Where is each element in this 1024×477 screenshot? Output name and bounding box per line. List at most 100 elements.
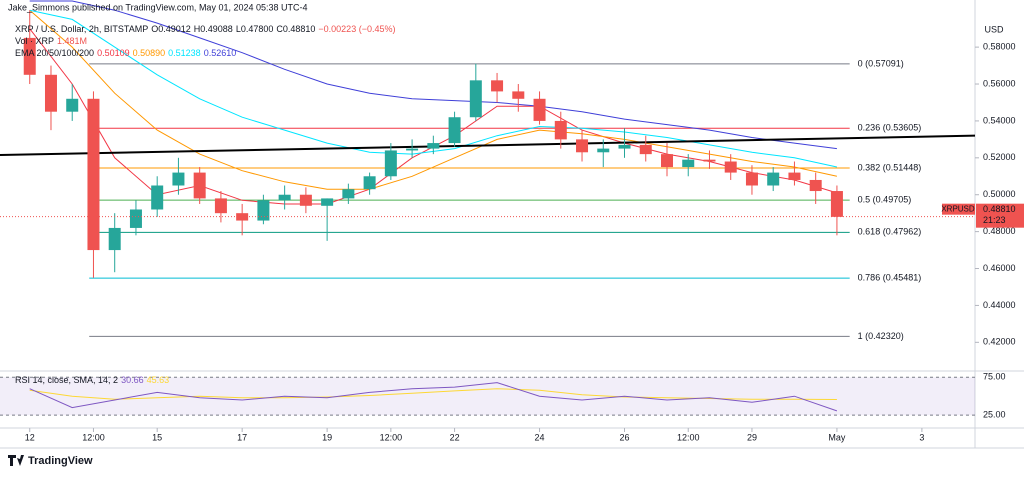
candle-body	[682, 159, 695, 168]
candle-body	[299, 194, 312, 206]
candle-body	[533, 98, 546, 121]
footer-logo: TradingView	[8, 455, 93, 467]
y-tick-label: 0.54000	[983, 115, 1016, 125]
y-tick-label: 0.44000	[983, 300, 1016, 310]
candle-body	[491, 80, 504, 92]
candle-body	[384, 150, 397, 177]
candle-body	[406, 148, 419, 151]
legend-line: EMA 20/50/100/200 0.50109 0.50890 0.51238 0.…	[15, 48, 236, 58]
candle-body	[618, 144, 631, 149]
rsi-line	[29, 382, 838, 412]
ohlc-value: L0.47800	[236, 24, 274, 34]
candle-body	[342, 189, 355, 199]
ohlc-value: −0.00223 (−0.45%)	[318, 24, 395, 34]
candle-body	[788, 172, 801, 180]
candle-body	[129, 209, 142, 228]
candle-body	[745, 172, 758, 186]
y-tick-label: 0.42000	[983, 337, 1016, 347]
candle-body	[108, 227, 121, 251]
rsi-label: RSI 14, close, SMA, 14, 2	[15, 375, 118, 385]
fib-label: 0.382 (0.51448)	[858, 162, 922, 172]
candle-body	[660, 154, 673, 168]
candle-body	[448, 117, 461, 144]
x-tick-label: 17	[237, 432, 247, 442]
y-tick-label: 0.56000	[983, 78, 1016, 88]
x-tick-label: 24	[535, 432, 545, 442]
price-tag	[976, 203, 1024, 228]
fib-label: 0.618 (0.47962)	[858, 227, 922, 237]
candle-body	[703, 159, 716, 162]
candle-body	[427, 143, 440, 149]
ema-value: 0.51238	[168, 48, 201, 58]
fib-label: 0 (0.57091)	[858, 58, 904, 68]
candle-body	[87, 98, 100, 251]
candle-body	[469, 80, 482, 118]
y-tick-label: 0.46000	[983, 263, 1016, 273]
volume-label: Vol · XRP	[15, 36, 54, 46]
y-tick-label: 0.50000	[983, 189, 1016, 199]
x-tick-label: 26	[620, 432, 630, 442]
candle-body	[512, 91, 525, 99]
fib-label: 0.5 (0.49705)	[858, 195, 912, 205]
rsi-sma-value: 45.63	[147, 375, 170, 385]
y-tick-label: 0.58000	[983, 42, 1016, 52]
x-tick-label: 22	[450, 432, 460, 442]
candle-body	[257, 200, 270, 221]
candle-body	[576, 139, 589, 153]
candle-body	[278, 194, 291, 201]
candle-body	[363, 176, 376, 190]
candle-body	[214, 198, 227, 214]
candle-body	[724, 161, 737, 173]
price-tag-text: 0.48810	[983, 204, 1016, 214]
legend-line: XRP / U.S. Dollar, 2h, BITSTAMP O0.49012 H…	[15, 24, 395, 34]
x-tick-label: 12:00	[82, 432, 105, 442]
candle-body	[193, 172, 206, 199]
candle-body	[66, 98, 79, 112]
x-tick-label: 12	[25, 432, 35, 442]
fib-label: 1 (0.42320)	[858, 331, 904, 341]
candle-body	[554, 120, 567, 140]
fib-label: 0.786 (0.45481)	[858, 272, 922, 282]
candle-body	[597, 148, 610, 153]
x-tick-label: 12:00	[380, 432, 403, 442]
volume-value: 1.481M	[57, 36, 87, 46]
ema-value: 0.50890	[133, 48, 166, 58]
ema-value: 0.50109	[97, 48, 130, 58]
x-tick-label: May	[828, 432, 846, 442]
currency: USD	[984, 24, 1004, 34]
ema-line	[29, 9, 838, 190]
symbol: XRP / U.S. Dollar, 2h, BITSTAMP	[15, 24, 148, 34]
ema-label: EMA 20/50/100/200	[15, 48, 94, 58]
candle-body	[639, 144, 652, 155]
x-tick-label: 3	[919, 432, 924, 442]
symbol-tag-text: XRPUSD	[941, 204, 975, 213]
brand: TradingView	[28, 455, 93, 467]
ohlc-value: C0.48810	[276, 24, 315, 34]
x-tick-label: 12:00	[677, 432, 700, 442]
ohlc-value: H0.49088	[194, 24, 233, 34]
ohlc-value: O0.49012	[151, 24, 191, 34]
symbol-tag	[942, 203, 975, 215]
ema-value: 0.52610	[204, 48, 237, 58]
y-tick-label: 0.48000	[983, 226, 1016, 236]
candle-body	[151, 185, 164, 210]
candle-body	[236, 213, 249, 221]
trendline	[0, 134, 976, 157]
candle-body	[321, 198, 334, 206]
x-tick-label: 19	[322, 432, 332, 442]
candle-body	[767, 172, 780, 186]
x-tick-label: 15	[152, 432, 162, 442]
plot: 0.42000 0.44000 0.46000 0.48000 0.50000 0.520…	[0, 0, 1024, 442]
candle-body	[172, 172, 185, 186]
rsi-tick-label: 25.00	[983, 410, 1006, 420]
legend-line: Vol · XRP 1.481M	[15, 36, 87, 46]
candle-body	[809, 179, 822, 192]
candle-body	[830, 191, 843, 217]
countdown-text: 21:23	[983, 215, 1006, 225]
rsi-value: 30.66	[121, 375, 144, 385]
x-tick-label: 29	[747, 432, 757, 442]
fib-label: 0.236 (0.53605)	[858, 123, 922, 133]
